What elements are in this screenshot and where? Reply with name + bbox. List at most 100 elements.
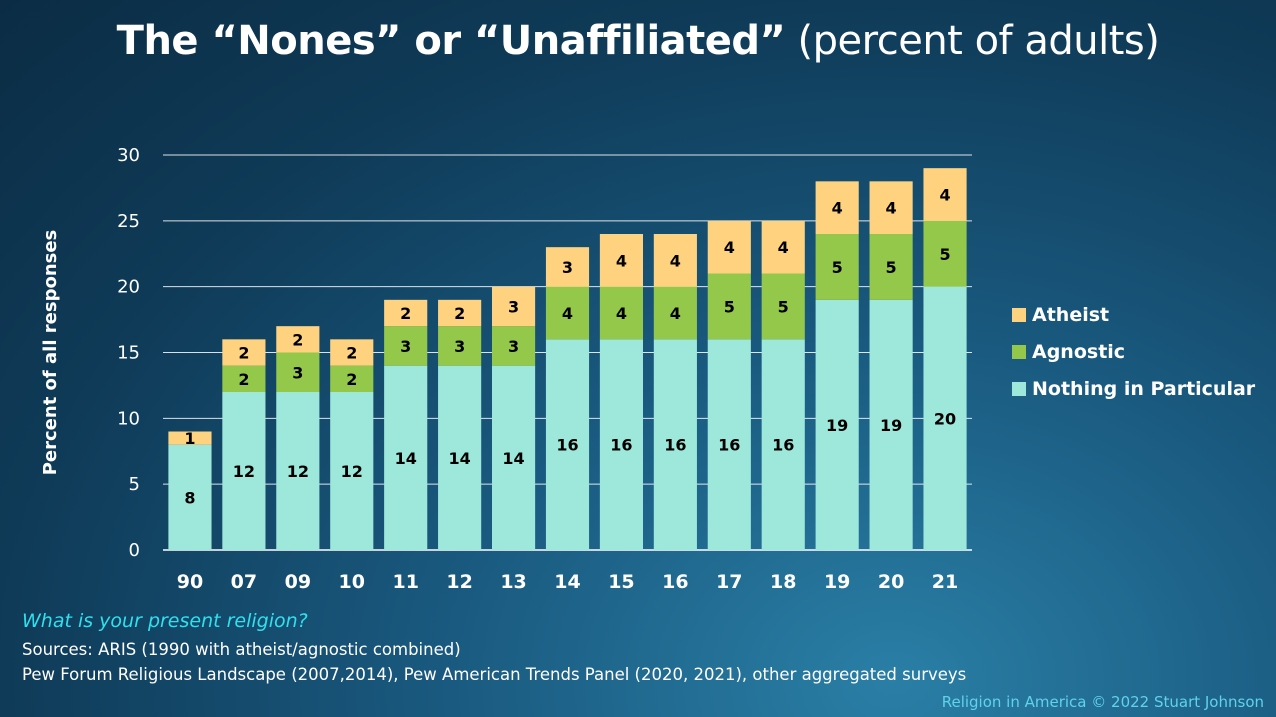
bar-13-nothing-in-particular [491,365,536,550]
data-label-11-atheist: 2 [400,304,411,323]
chart-title: The “Nones” or “Unaffiliated” (percent o… [0,18,1276,64]
title-subtitle: (percent of adults) [797,18,1160,64]
data-label-15-nothing-in-particular: 16 [610,436,632,455]
x-tick-label-15: 15 [608,571,634,593]
bar-20-agnostic [869,234,913,300]
x-tick-label-11: 11 [392,571,418,593]
data-label-21-atheist: 4 [939,186,950,205]
survey-question: What is your present religion? [22,610,308,632]
data-label-14-nothing-in-particular: 16 [556,436,578,455]
bar-17-agnostic [707,273,751,340]
data-label-18-agnostic: 5 [778,297,789,316]
y-tick-label-5: 5 [129,474,140,495]
bar-07-agnostic [222,365,266,392]
data-label-09-nothing-in-particular: 12 [287,462,309,481]
legend-label-agnostic: Agnostic [1032,340,1126,363]
bar-20-nothing-in-particular [869,299,913,550]
sources-line-1: Sources: ARIS (1990 with atheist/agnosti… [22,640,461,659]
data-label-12-atheist: 2 [454,304,465,323]
data-label-14-agnostic: 4 [562,304,573,323]
data-label-11-nothing-in-particular: 14 [395,449,417,468]
bar-12-agnostic [438,326,482,366]
data-label-07-atheist: 2 [238,344,249,363]
bar-18-atheist [761,220,805,274]
bar-18-nothing-in-particular [761,339,805,550]
data-label-21-nothing-in-particular: 20 [934,409,956,428]
x-tick-label-14: 14 [554,571,580,593]
bar-07-atheist [222,339,266,366]
bar-10-agnostic [330,365,374,392]
bar-14-atheist [545,247,590,287]
x-tick-label-18: 18 [770,571,796,593]
legend-swatch-atheist [1012,307,1026,322]
bar-16-nothing-in-particular [653,339,697,550]
bar-19-agnostic [815,234,859,300]
y-tick-label-15: 15 [117,343,140,364]
legend-label-nothing: Nothing in Particular [1032,377,1256,400]
data-label-20-agnostic: 5 [886,258,897,277]
bar-18-agnostic [761,273,805,340]
bar-12-atheist [438,299,482,327]
data-label-15-agnostic: 4 [616,304,627,323]
legend-swatch-agnostic [1012,344,1026,359]
data-label-16-nothing-in-particular: 16 [664,436,686,455]
x-tick-label-13: 13 [500,571,526,593]
x-tick-label-12: 12 [446,571,472,593]
data-label-13-agnostic: 3 [508,337,519,356]
legend-item-nothing-in-particular: Nothing in Particular [1012,370,1255,407]
data-label-90-nothing-in-particular: 8 [184,488,195,507]
sources-line-2: Pew Forum Religious Landscape (2007,2014… [22,665,967,684]
bar-15-atheist [599,234,644,287]
data-label-14-atheist: 3 [562,258,573,277]
bar-14-nothing-in-particular [545,339,590,550]
data-label-17-nothing-in-particular: 16 [718,436,740,455]
data-label-19-agnostic: 5 [832,258,843,277]
bar-07-nothing-in-particular [222,392,266,550]
legend-item-agnostic: Agnostic [1012,333,1255,370]
bar-11-agnostic [384,326,428,366]
bar-13-atheist [491,286,536,327]
data-label-90-atheist: 1 [184,429,195,448]
bar-20-atheist [869,181,913,234]
bar-21-atheist [923,168,967,221]
data-label-16-agnostic: 4 [670,304,681,323]
data-label-11-agnostic: 3 [400,337,411,356]
x-tick-label-17: 17 [716,571,742,593]
y-tick-label-0: 0 [129,540,140,561]
bar-15-agnostic [599,286,644,340]
bar-14-agnostic [545,286,590,340]
y-tick-label-25: 25 [117,211,140,232]
data-label-10-atheist: 2 [346,344,357,363]
data-label-15-atheist: 4 [616,251,627,270]
data-label-09-agnostic: 3 [292,363,303,382]
legend: Atheist Agnostic Nothing in Particular [1012,296,1255,407]
data-label-12-agnostic: 3 [454,337,465,356]
bar-17-nothing-in-particular [707,339,751,550]
credit: Religion in America © 2022 Stuart Johnso… [941,693,1264,711]
data-label-13-atheist: 3 [508,297,519,316]
data-label-16-atheist: 4 [670,251,681,270]
data-label-09-atheist: 2 [292,330,303,349]
x-tick-label-07: 07 [231,571,257,593]
x-tick-label-09: 09 [285,571,311,593]
bar-90-nothing-in-particular [168,444,212,550]
bar-17-atheist [707,220,751,274]
y-tick-label-20: 20 [117,277,140,298]
legend-label-atheist: Atheist [1032,303,1110,326]
x-tick-label-19: 19 [824,571,850,593]
bar-19-atheist [815,181,859,234]
bar-12-nothing-in-particular [438,365,482,550]
data-label-21-agnostic: 5 [939,245,950,264]
data-label-10-agnostic: 2 [346,370,357,389]
data-label-10-nothing-in-particular: 12 [341,462,363,481]
bar-15-nothing-in-particular [599,339,644,550]
data-label-19-atheist: 4 [832,199,843,218]
bar-09-nothing-in-particular [276,392,320,550]
data-label-07-agnostic: 2 [238,370,249,389]
legend-item-atheist: Atheist [1012,296,1255,333]
bar-10-nothing-in-particular [330,392,374,550]
data-label-18-nothing-in-particular: 16 [772,436,794,455]
y-axis-label: Percent of all responses [40,230,61,476]
bar-21-agnostic [923,220,967,287]
